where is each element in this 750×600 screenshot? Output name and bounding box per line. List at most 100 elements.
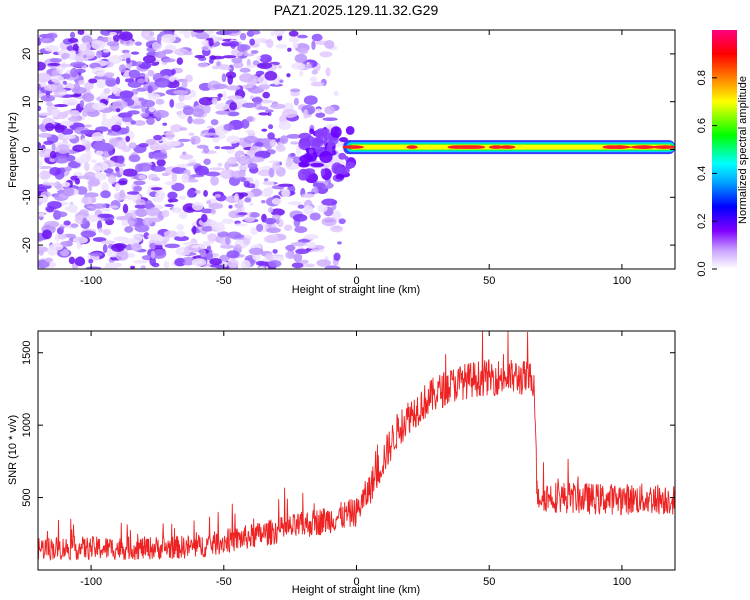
noise-blob: [308, 148, 314, 155]
noise-blob: [99, 92, 108, 100]
noise-blob: [95, 150, 104, 156]
noise-blob: [303, 109, 309, 119]
noise-blob: [149, 31, 155, 37]
noise-blob: [217, 93, 223, 98]
noise-blob: [178, 138, 191, 142]
noise-blob: [176, 57, 184, 65]
noise-blob: [149, 256, 156, 266]
noise-blob: [219, 66, 232, 70]
noise-blob: [221, 73, 227, 83]
noise-blob: [38, 142, 42, 150]
noise-blob: [178, 195, 187, 201]
noise-blob: [96, 220, 103, 231]
noise-blob: [330, 225, 344, 233]
noise-blob: [186, 178, 199, 183]
noise-blob: [262, 180, 275, 186]
noise-blob: [226, 231, 242, 239]
noise-blob: [199, 248, 207, 258]
noise-blob: [47, 62, 61, 66]
noise-blob: [168, 198, 179, 203]
noise-blob: [226, 135, 241, 144]
noise-blob: [184, 74, 193, 83]
noise-blob: [108, 174, 117, 184]
noise-blob: [54, 155, 70, 164]
noise-blob: [96, 79, 106, 89]
noise-blob: [286, 73, 291, 78]
noise-blob: [95, 126, 109, 132]
noise-blob: [298, 47, 309, 55]
noise-blob: [150, 165, 166, 172]
noise-blob: [61, 181, 71, 188]
noise-blob: [228, 204, 233, 209]
noise-blob: [76, 256, 85, 266]
noise-blob: [287, 47, 292, 52]
noise-blob: [181, 173, 190, 184]
noise-blob: [62, 98, 79, 106]
noise-blob: [90, 159, 97, 163]
noise-blob: [210, 119, 219, 126]
noise-blob: [310, 162, 325, 168]
noise-blob: [163, 230, 178, 238]
noise-blob: [122, 203, 129, 214]
noise-blob: [70, 223, 79, 228]
colorbar-gradient: [712, 30, 737, 269]
x-tick-label: -50: [216, 576, 232, 588]
noise-blob: [291, 62, 306, 70]
noise-blob: [241, 259, 251, 269]
noise-blob: [192, 108, 205, 118]
noise-blob: [227, 30, 240, 34]
noise-blob: [100, 190, 111, 199]
noise-blob: [118, 64, 127, 73]
x-tick-label: 100: [613, 275, 631, 287]
noise-blob: [67, 161, 81, 169]
noise-blob: [81, 110, 88, 118]
noise-blob: [80, 230, 97, 238]
noise-blob: [61, 128, 74, 135]
noise-blob: [103, 88, 111, 95]
noise-blob: [120, 92, 133, 102]
noise-blob: [103, 72, 115, 78]
noise-blob: [237, 199, 244, 206]
noise-blob: [101, 182, 109, 192]
noise-blob: [102, 49, 110, 53]
signal-peak: [637, 145, 653, 149]
noise-blob: [128, 142, 137, 149]
noise-blob: [74, 53, 85, 63]
noise-blob: [266, 186, 274, 194]
noise-blob: [138, 142, 149, 148]
colorbar-tick-label: 0.4: [696, 166, 708, 181]
noise-blob: [246, 116, 254, 122]
noise-blob: [285, 251, 294, 259]
noise-blob: [82, 217, 88, 227]
noise-blob: [101, 240, 116, 245]
noise-blob: [187, 115, 193, 124]
noise-blob: [64, 206, 70, 211]
noise-blob: [108, 150, 114, 156]
noise-blob: [40, 37, 54, 44]
noise-blob: [67, 37, 79, 43]
noise-blob: [288, 30, 299, 37]
noise-blob: [163, 260, 170, 269]
noise-blob: [311, 69, 318, 75]
noise-blob: [156, 33, 162, 44]
noise-blob: [179, 258, 185, 264]
noise-blob: [214, 145, 221, 150]
noise-blob: [58, 226, 65, 230]
noise-blob: [257, 169, 272, 177]
noise-blob: [191, 202, 204, 211]
noise-blob: [203, 158, 211, 165]
noise-blob: [81, 35, 93, 44]
x-tick-label: 50: [483, 576, 495, 588]
noise-blob: [42, 182, 58, 186]
noise-blob: [57, 111, 68, 120]
noise-blob: [224, 161, 231, 171]
colorbar-tick-label: 0.6: [696, 118, 708, 133]
noise-blob: [203, 190, 208, 197]
noise-blob: [60, 120, 74, 127]
noise-blob: [256, 223, 264, 232]
noise-blob: [293, 253, 303, 263]
noise-blob: [98, 227, 104, 233]
noise-blob: [130, 51, 140, 55]
noise-blob: [173, 90, 188, 95]
noise-blob: [75, 106, 84, 112]
